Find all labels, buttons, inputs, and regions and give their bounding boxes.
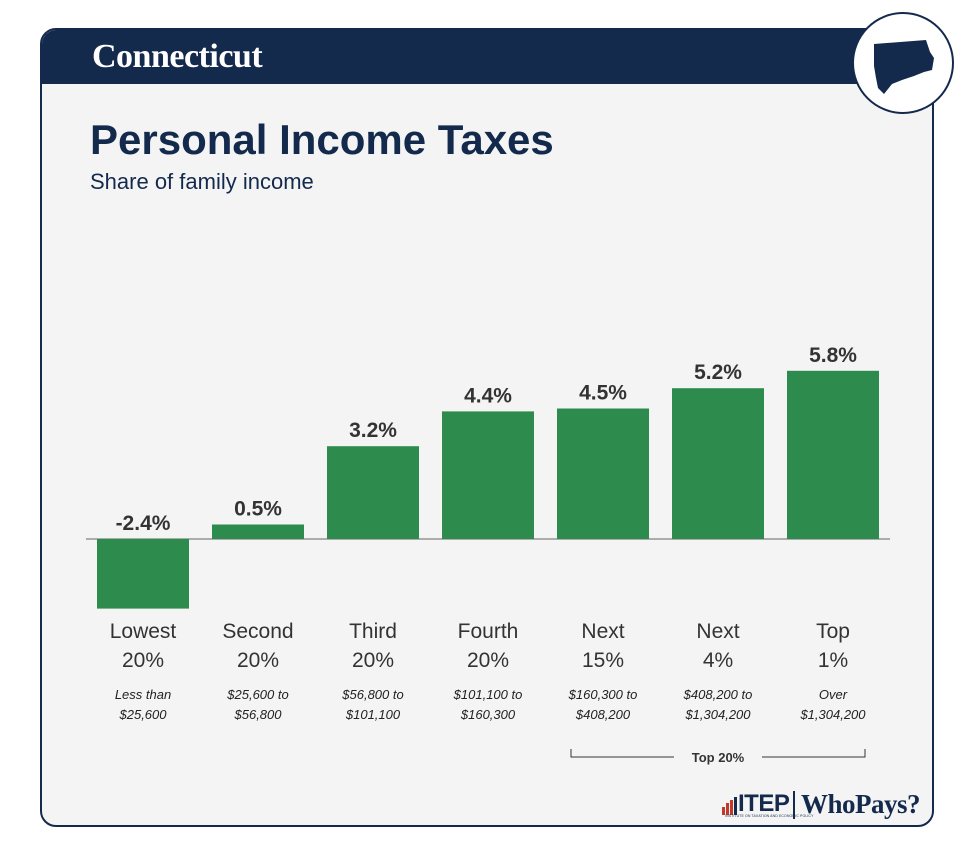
- itep-logo-icon: [722, 797, 738, 820]
- data-label-6: 5.2%: [694, 361, 742, 384]
- category-share-label-7: 1%: [818, 649, 848, 672]
- income-range-line2-2: $56,800: [234, 707, 283, 722]
- data-label-5: 4.5%: [579, 382, 627, 405]
- category-group-label-4: Fourth: [458, 620, 519, 643]
- bracket-right-line: [762, 749, 866, 758]
- category-group-label-5: Next: [581, 620, 624, 643]
- category-share-label-5: 15%: [582, 649, 624, 672]
- category-group-label-6: Next: [696, 620, 739, 643]
- chart-subtitle: Share of family income: [90, 169, 314, 194]
- data-label-1: -2.4%: [116, 512, 171, 535]
- data-label-4: 4.4%: [464, 384, 512, 407]
- income-range-line2-6: $1,304,200: [684, 707, 751, 722]
- data-label-3: 3.2%: [349, 419, 397, 442]
- state-name: Connecticut: [92, 38, 263, 75]
- income-range-line1-6: $408,200 to: [683, 687, 753, 702]
- bracket-left-line: [570, 749, 674, 758]
- income-range-line2-3: $101,100: [345, 707, 401, 722]
- category-group-label-2: Second: [222, 620, 293, 643]
- bar-6: [672, 388, 764, 539]
- bar-2: [212, 524, 304, 539]
- bar-3: [327, 446, 419, 539]
- income-range-line1-1: Less than: [115, 687, 171, 702]
- income-range-line1-4: $101,100 to: [453, 687, 523, 702]
- category-group-label-7: Top: [816, 620, 850, 643]
- income-range-line2-1: $25,600: [119, 707, 168, 722]
- income-range-line1-3: $56,800 to: [341, 687, 403, 702]
- data-label-2: 0.5%: [234, 498, 282, 521]
- itep-logo: ITEP: [738, 790, 790, 817]
- data-label-7: 5.8%: [809, 344, 857, 367]
- bar-7: [787, 370, 879, 539]
- logo-divider: [793, 791, 795, 819]
- bar-5: [557, 408, 649, 539]
- chart-title: Personal Income Taxes: [90, 116, 554, 163]
- chart-card: Connecticut: [40, 28, 934, 827]
- whopays-logo: WhoPays?: [801, 789, 921, 819]
- itep-logo-subtitle: INSTITUTE ON TAXATION AND ECONOMIC POLIC…: [725, 814, 814, 818]
- income-range-line2-5: $408,200: [575, 707, 631, 722]
- bar-1: [97, 539, 189, 609]
- category-share-label-4: 20%: [467, 649, 509, 672]
- connecticut-map-icon: [852, 12, 954, 114]
- category-share-label-1: 20%: [122, 649, 164, 672]
- category-group-label-3: Third: [349, 620, 397, 643]
- bar-4: [442, 411, 534, 539]
- income-range-line2-4: $160,300: [460, 707, 516, 722]
- header-band: Connecticut: [42, 30, 932, 84]
- category-share-label-3: 20%: [352, 649, 394, 672]
- income-range-line2-7: $1,304,200: [799, 707, 866, 722]
- income-range-line1-2: $25,600 to: [226, 687, 288, 702]
- income-range-line1-5: $160,300 to: [568, 687, 638, 702]
- category-share-label-6: 4%: [703, 649, 733, 672]
- income-range-line1-7: Over: [819, 687, 848, 702]
- bracket-label: Top 20%: [692, 750, 745, 765]
- category-group-label-1: Lowest: [110, 620, 177, 643]
- category-share-label-2: 20%: [237, 649, 279, 672]
